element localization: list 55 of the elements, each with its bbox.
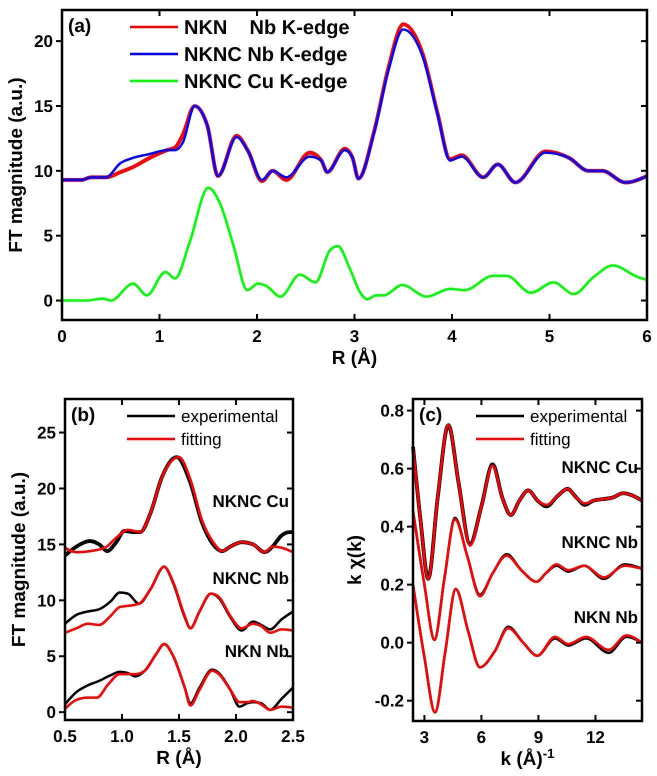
annotation: (c) [419,405,442,426]
x-tick-label: 1 [154,327,164,346]
y-tick-label: 0 [46,703,56,722]
annotation: (a) [68,16,92,37]
y-tick-label: 15 [34,96,53,116]
y-tick-label: 0.6 [380,460,404,479]
x-tick-label: 9 [534,728,544,747]
x-tick-label: 1.5 [167,727,191,746]
annotation: NKNC Nb [562,533,638,552]
y-tick-label: 20 [34,32,53,52]
x-tick-label: 5 [544,327,554,346]
x-axis-title: R (Å) [156,747,202,769]
y-tick-label: 5 [44,226,53,246]
y-tick-label: 0.2 [380,576,404,595]
legend-label: experimental [530,407,628,426]
x-tick-label: 2 [252,327,262,346]
x-tick-label: 0.5 [53,727,77,746]
x-tick-label: 2.5 [281,727,305,746]
x-axis-title: k (Å)$^{-1}$ [500,746,556,770]
y-axis-title: FT magnitude (a.u.) [9,472,30,648]
y-tick-label: 0.0 [380,634,404,653]
y-tick-label: 25 [37,424,56,443]
y-tick-label: 10 [34,162,53,181]
annotation: NKN Nb [574,608,638,627]
legend-label: NKN Nb K-edge [184,17,350,40]
y-tick-label: -0.2 [374,692,404,711]
y-tick-label: 0.4 [380,518,405,537]
y-tick-label: 20 [37,479,56,498]
y-tick-label: 5 [46,647,56,666]
x-tick-label: 6 [476,728,486,747]
y-tick-label: 0 [44,292,53,311]
x-tick-label: 1.0 [110,727,134,746]
legend-label: fitting [530,430,571,450]
legend-label: NKNC Cu K-edge [184,71,348,94]
legend-label: NKNC Nb K-edge [184,44,348,66]
y-axis-title: FT magnitude (a.u.) [6,77,27,253]
y-axis-title: k χ(k) [345,534,366,586]
x-tick-label: 2.0 [224,727,248,746]
x-tick-label: 12 [586,728,605,747]
annotation: NKNC Nb [212,569,289,588]
line-series [60,186,648,302]
annotation: NKNC Cu [562,458,638,477]
y-tick-label: 10 [37,591,56,610]
x-tick-label: 4 [447,327,458,346]
annotation: NKNC Cu [212,492,289,511]
x-tick-label: 3 [350,327,360,346]
y-tick-label: 0.8 [380,402,404,421]
legend-label: fitting [181,430,222,450]
y-tick-label: 15 [37,535,56,554]
x-axis-title: R (Å) [332,347,378,369]
annotation: NKN Nb [224,642,289,661]
annotation: (b) [71,405,96,426]
x-tick-label: 3 [420,728,430,747]
x-tick-label: 6 [642,327,652,346]
legend-label: experimental [181,407,278,426]
